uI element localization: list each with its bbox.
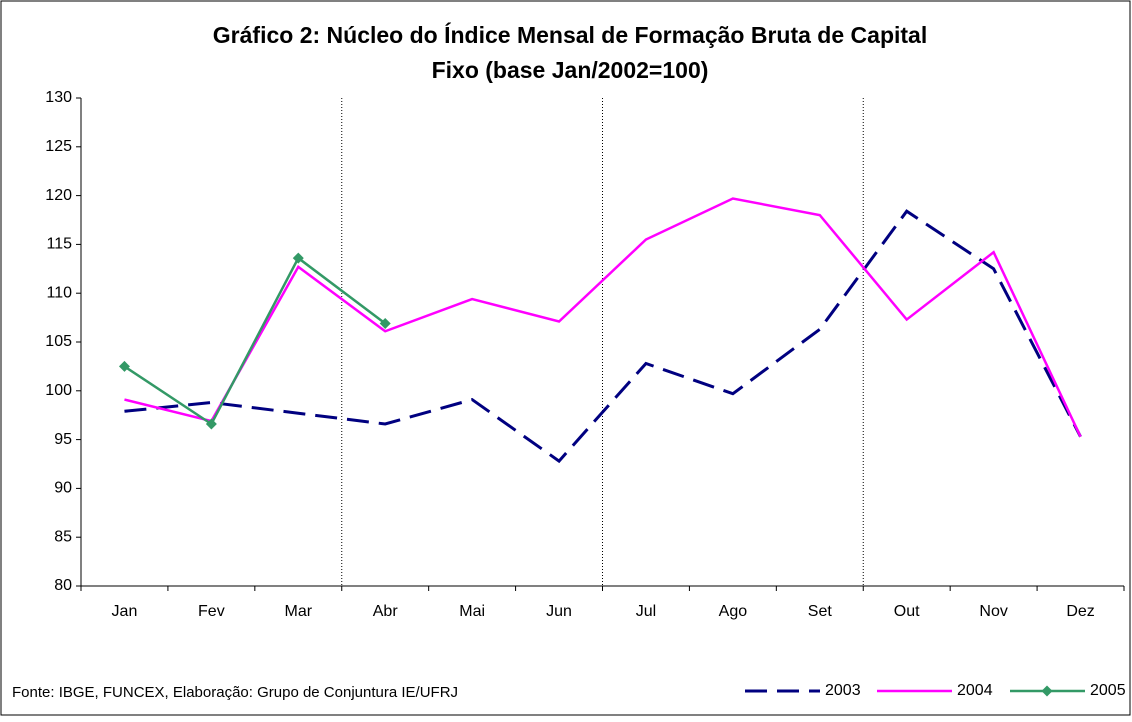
y-tick-label: 130 [45,89,72,106]
legend-label: 2003 [825,682,861,699]
x-tick-label: Jul [636,603,656,620]
x-tick-label: Abr [373,603,399,620]
y-tick-label: 125 [45,138,72,155]
series-marker [292,252,304,264]
legend-label: 2004 [957,682,993,699]
y-tick-label: 80 [54,577,72,594]
y-tick-label: 90 [54,480,72,497]
x-tick-label: Mar [285,603,313,620]
series-marker [118,360,130,372]
series-line [124,209,1082,464]
x-tick-label: Jan [112,603,138,620]
series-marker [379,317,391,329]
x-tick-label: Set [808,603,833,620]
legend-marker [1041,685,1053,697]
series-line [123,256,386,426]
y-tick-label: 115 [46,236,72,253]
x-tick-label: Mai [459,603,485,620]
x-tick-label: Jun [546,603,572,620]
source-note: Fonte: IBGE, FUNCEX, Elaboração: Grupo d… [12,684,458,701]
x-tick-label: Fev [198,603,225,620]
x-tick-label: Nov [979,603,1007,620]
y-tick-label: 95 [54,431,72,448]
x-tick-label: Dez [1066,603,1094,620]
x-tick-label: Ago [719,603,748,620]
legend-label: 2005 [1090,682,1126,699]
y-tick-label: 100 [45,382,72,399]
series-marker [205,418,217,430]
y-tick-label: 110 [46,284,72,301]
chart-title: Fixo (base Jan/2002=100) [432,57,709,83]
y-tick-label: 105 [45,333,72,350]
y-tick-label: 120 [45,187,72,204]
chart-title: Gráfico 2: Núcleo do Índice Mensal de Fo… [213,21,927,48]
series-line [124,197,1082,438]
x-tick-label: Out [894,603,920,620]
y-tick-label: 85 [54,528,72,545]
